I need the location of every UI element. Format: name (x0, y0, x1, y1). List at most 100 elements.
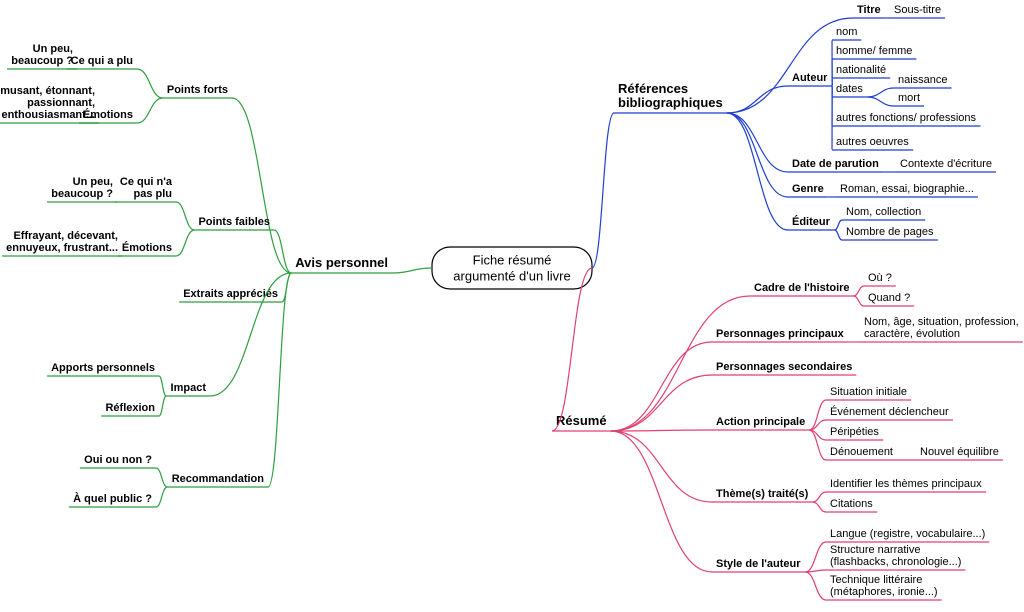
mindmap-canvas: Fiche résuméargumenté d'un livre Avis per… (0, 0, 1024, 612)
mindmap-node: Langue (registre, vocabulaire...) (830, 528, 985, 540)
mindmap-node: Points forts (167, 84, 228, 96)
mindmap-edge (854, 296, 864, 306)
mindmap-node: Citations (830, 498, 873, 510)
main-branch-resume: Résumé (556, 413, 607, 428)
mindmap-node: Événement déclencheur (830, 405, 949, 418)
mindmap-edge (176, 230, 194, 256)
mindmap-edge (813, 502, 826, 512)
mindmap-edge (137, 98, 163, 123)
mindmap-node: pas plu (133, 188, 172, 200)
mindmap-node: homme/ femme (836, 45, 912, 57)
mindmap-node: (flashbacks, chronologie...) (830, 556, 961, 568)
mindmap-node: Personnages principaux (716, 328, 845, 340)
mindmap-node: Date de parution (792, 158, 879, 170)
mindmap-node: autres fonctions/ professions (836, 112, 977, 124)
mindmap-edge (611, 431, 712, 572)
mindmap-node: Quand ? (868, 292, 910, 304)
mindmap-node: autres oeuvres (836, 136, 909, 148)
mindmap-edge (392, 268, 432, 273)
mindmap-node: Cadre de l'histoire (754, 282, 850, 294)
mindmap-node: Contexte d'écriture (900, 158, 992, 170)
mindmap-node: Points faibles (198, 216, 270, 228)
mindmap-edge (813, 492, 826, 502)
mindmap-node: Identifier les thèmes principaux (830, 478, 982, 490)
center-title-line2: argumenté d'un livre (453, 268, 570, 283)
mindmap-node: À quel public ? (73, 492, 152, 505)
mindmap-edge (805, 542, 826, 572)
mindmap-edge (611, 430, 712, 431)
mindmap-node: Ce qui a plu (71, 55, 133, 67)
mindmap-node: Amusant, étonnant, (0, 85, 95, 97)
mindmap-edge (611, 431, 712, 502)
mindmap-node: Nom, âge, situation, profession, (864, 316, 1019, 328)
mindmap-edge (232, 98, 291, 273)
mindmap-node: Éditeur (792, 215, 831, 228)
mindmap-node: Nouvel équilibre (920, 446, 999, 458)
mindmap-edge (611, 375, 712, 431)
mindmap-node: Nom, collection (846, 206, 921, 218)
mindmap-node: Sous-titre (894, 4, 941, 16)
mindmap-edge (727, 113, 788, 230)
mindmap-node: (métaphores, ironie...) (830, 586, 938, 598)
main-branch-references: Références (618, 81, 688, 96)
mindmap-node: Titre (857, 4, 881, 16)
mindmap-node: beaucoup ? (51, 188, 113, 200)
mindmap-edge (854, 286, 864, 296)
main-branch-avis-personnel: Avis personnel (295, 255, 388, 270)
mindmap-node: mort (898, 92, 920, 104)
mindmap-node: Genre (792, 183, 824, 195)
mindmap-node: Effrayant, décevant, (13, 230, 118, 242)
mindmap-node: Dénouement (830, 446, 893, 458)
mindmap-node: Thème(s) traité(s) (716, 488, 809, 500)
mindmap-edge (156, 468, 167, 487)
mindmap-node: passionnant, (27, 97, 95, 109)
mindmap-edge (727, 113, 788, 197)
center-title-line1: Fiche résumé (473, 252, 552, 267)
mindmap-node: enthousiasmant... (1, 109, 95, 121)
mindmap-edge (835, 220, 842, 230)
mindmap-edge (727, 86, 788, 113)
mindmap-node: Où ? (868, 272, 892, 284)
mindmap-node: Apports personnels (51, 362, 155, 374)
mindmap-edge (867, 97, 894, 106)
mindmap-node: beaucoup ? (11, 55, 73, 67)
mindmap-node: dates (836, 83, 863, 95)
mindmap-edge (867, 88, 894, 97)
mindmap-node: Un peu, (33, 43, 73, 55)
main-branch-references: bibliographiques (618, 95, 723, 110)
mindmap-edge (592, 113, 614, 268)
mindmap-edge (156, 487, 167, 507)
mindmap-node: Roman, essai, biographie... (840, 183, 974, 195)
mindmap-node: Péripéties (830, 426, 879, 438)
mindmap-node: Auteur (792, 72, 828, 84)
mindmap-edge (176, 202, 194, 230)
mindmap-node: Réflexion (105, 402, 155, 414)
mindmap-edge (137, 69, 163, 98)
mindmap-node: Structure narrative (830, 544, 920, 556)
mindmap-node: Style de l'auteur (716, 558, 801, 570)
mindmap-node: ennuyeux, frustrant... (6, 242, 118, 254)
mindmap-node: Impact (171, 382, 207, 394)
mindmap-node: Oui ou non ? (84, 454, 152, 466)
mindmap-node: naissance (898, 74, 948, 86)
mindmap-node: Ce qui n'a (120, 176, 173, 188)
mindmap-edge (835, 230, 842, 240)
mindmap-node: caractère, évolution (864, 328, 960, 340)
mindmap-edge (727, 113, 788, 172)
mindmap-node: Nombre de pages (846, 226, 934, 238)
mindmap-node: Un peu, (73, 176, 113, 188)
mindmap-edge (805, 572, 826, 600)
mindmap-edge (159, 376, 166, 396)
mindmap-edge (159, 396, 166, 416)
mindmap-node: Recommandation (172, 473, 265, 485)
mindmap-node: nom (836, 26, 857, 38)
mindmap-edge (611, 342, 712, 431)
mindmap-edge (552, 268, 592, 431)
mindmap-node: Action principale (716, 416, 805, 428)
mindmap-node: Personnages secondaires (716, 361, 852, 373)
mindmap-node: nationalité (836, 64, 886, 76)
mindmap-node: Technique littéraire (830, 574, 922, 586)
mindmap-node: Émotions (122, 241, 172, 254)
mindmap-edge (727, 18, 853, 113)
mindmap-edge (268, 273, 291, 487)
